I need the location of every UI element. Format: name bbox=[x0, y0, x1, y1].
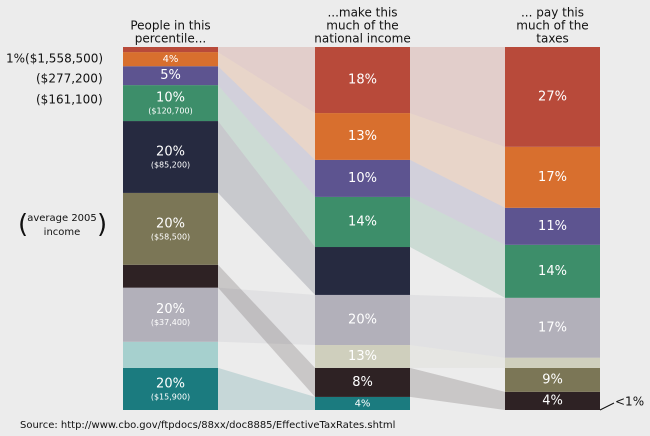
segment-label: 20% bbox=[156, 216, 185, 231]
segment bbox=[123, 85, 218, 122]
left-annotation: ($277,200) bbox=[36, 72, 103, 86]
segment bbox=[315, 294, 410, 346]
segment bbox=[505, 297, 600, 358]
flow bbox=[218, 264, 315, 397]
segment-label: 10% bbox=[156, 91, 185, 106]
segment-label: 14% bbox=[538, 264, 567, 279]
segment-label: 17% bbox=[538, 320, 567, 335]
flow bbox=[410, 196, 505, 298]
segment bbox=[315, 367, 410, 397]
segment bbox=[123, 264, 218, 288]
segment-note: ($37,400) bbox=[151, 318, 190, 327]
average-note: average 2005 bbox=[27, 213, 97, 224]
segment-note: ($15,900) bbox=[151, 392, 190, 401]
left-annotation: 1%($1,558,500) bbox=[6, 52, 103, 66]
segment bbox=[123, 287, 218, 342]
segment-label: 8% bbox=[352, 375, 373, 390]
flow bbox=[218, 121, 315, 295]
segment-label: 20% bbox=[156, 302, 185, 317]
flow bbox=[410, 345, 505, 368]
column-header: national income bbox=[314, 32, 410, 46]
segment-label: 11% bbox=[538, 219, 567, 234]
flow bbox=[218, 367, 315, 410]
segment-label: 20% bbox=[156, 144, 185, 159]
segment bbox=[315, 113, 410, 160]
segment bbox=[123, 121, 218, 193]
segment-note: ($120,700) bbox=[148, 107, 192, 116]
segment bbox=[505, 391, 600, 410]
flow bbox=[218, 66, 315, 197]
segment bbox=[505, 367, 600, 392]
segment-label: 13% bbox=[348, 349, 377, 364]
segment-label: 13% bbox=[348, 129, 377, 144]
segment bbox=[505, 244, 600, 298]
segment bbox=[315, 247, 410, 295]
segment bbox=[505, 47, 600, 147]
flow bbox=[410, 113, 505, 208]
column-header: much of the bbox=[326, 19, 398, 33]
segment bbox=[315, 396, 410, 410]
flow bbox=[410, 159, 505, 245]
segment-label: 18% bbox=[348, 73, 377, 88]
segment bbox=[123, 341, 218, 368]
segment-note: ($85,200) bbox=[151, 160, 190, 169]
column-header: People in this bbox=[130, 19, 210, 33]
right-annotation: <1% bbox=[615, 395, 644, 409]
segment bbox=[123, 367, 218, 410]
left-annotation: ($161,100) bbox=[36, 93, 103, 107]
segment-label: 4% bbox=[163, 54, 179, 65]
flows bbox=[218, 47, 505, 410]
flow bbox=[410, 294, 505, 358]
segment bbox=[315, 159, 410, 197]
segment bbox=[505, 146, 600, 208]
segment bbox=[123, 66, 218, 86]
segment-note: ($58,500) bbox=[151, 232, 190, 241]
segment-label: 9% bbox=[542, 372, 563, 387]
flow bbox=[410, 47, 505, 147]
average-note: income bbox=[44, 227, 81, 238]
segment-label: 4% bbox=[355, 398, 371, 409]
segment-label: 4% bbox=[542, 393, 563, 408]
segment-label: 27% bbox=[538, 89, 567, 104]
segment-label: 14% bbox=[348, 214, 377, 229]
flow bbox=[218, 47, 315, 114]
segment bbox=[123, 52, 218, 67]
segment bbox=[315, 345, 410, 368]
flow bbox=[218, 287, 315, 346]
paren: ( bbox=[18, 210, 28, 240]
column-header: ...make this bbox=[327, 6, 397, 20]
columns: People in thispercentile...20%($15,900)2… bbox=[123, 6, 600, 410]
column-header: ... pay this bbox=[521, 6, 584, 20]
flow bbox=[218, 85, 315, 248]
segment bbox=[505, 207, 600, 245]
pointer bbox=[599, 402, 615, 411]
segment bbox=[315, 196, 410, 248]
segment-label: 20% bbox=[156, 376, 185, 391]
flow bbox=[218, 52, 315, 160]
segment-label: 20% bbox=[348, 312, 377, 327]
segment-label: 5% bbox=[160, 68, 181, 83]
flow bbox=[410, 367, 505, 410]
segment-label: 17% bbox=[538, 170, 567, 185]
segment bbox=[123, 47, 218, 53]
segment bbox=[315, 47, 410, 114]
segment bbox=[505, 357, 600, 368]
column-header: percentile... bbox=[135, 32, 206, 46]
segment-label: 10% bbox=[348, 171, 377, 186]
source: Source: http://www.cbo.gov/ftpdocs/88xx/… bbox=[20, 420, 395, 431]
column-header: taxes bbox=[536, 32, 568, 46]
paren: ) bbox=[97, 210, 107, 240]
segment bbox=[123, 192, 218, 265]
column-header: much of the bbox=[516, 19, 588, 33]
